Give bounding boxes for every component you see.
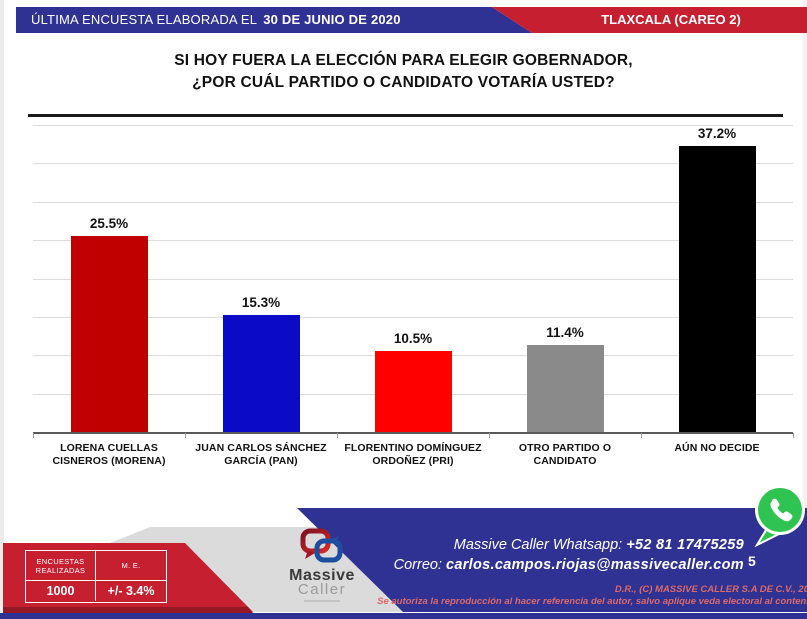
gridline bbox=[33, 125, 793, 126]
massive-caller-logo-icon bbox=[300, 528, 343, 563]
gridline bbox=[33, 201, 793, 203]
logo-tagline bbox=[304, 600, 340, 602]
gridline bbox=[33, 240, 793, 242]
email-line: Correo: carlos.campos.riojas@massivecall… bbox=[394, 555, 744, 575]
footer: ENCUESTAS REALIZADAS M. E. 1000 +/- 3.4% bbox=[0, 500, 807, 619]
whatsapp-label: Massive Caller Whatsapp: bbox=[453, 537, 623, 553]
bar-1 bbox=[70, 236, 148, 432]
gridline bbox=[33, 316, 793, 318]
title-underline bbox=[28, 114, 783, 117]
logo-name-bottom: Caller bbox=[297, 581, 347, 598]
sample-stats-table: ENCUESTAS REALIZADAS M. E. 1000 +/- 3.4% bbox=[25, 550, 167, 603]
legal-notice: D.R., (C) MASSIVE CALLER S.A DE C.V., 20… bbox=[289, 584, 807, 608]
email-address: carlos.campos.riojas@massivecaller.com bbox=[446, 557, 744, 573]
stats-header-encuestas: ENCUESTAS REALIZADAS bbox=[26, 551, 96, 581]
region-label: TLAXCALA (CAREO 2) bbox=[601, 12, 741, 27]
category-label: LORENA CUELLAS CISNEROS (MORENA) bbox=[52, 442, 166, 467]
header-blue-band bbox=[16, 7, 532, 33]
bar-4 bbox=[526, 344, 604, 432]
whatsapp-number: +52 81 17475259 bbox=[626, 537, 744, 553]
category-label: FLORENTINO DOMÍNGUEZ ORDOÑEZ (PRI) bbox=[344, 442, 482, 467]
chart-title-line1: SI HOY FUERA LA ELECCIÓN PARA ELEGIR GOB… bbox=[174, 52, 633, 69]
x-axis-line bbox=[33, 432, 793, 434]
x-axis-tick bbox=[337, 433, 338, 438]
bar-value-label: 25.5% bbox=[89, 216, 129, 232]
bar-3 bbox=[374, 351, 452, 432]
x-axis-tick bbox=[185, 433, 186, 438]
x-axis-tick bbox=[641, 433, 642, 438]
gridline bbox=[33, 278, 793, 280]
header-red-band bbox=[492, 7, 807, 33]
bar-5 bbox=[678, 146, 756, 432]
header-bar: ÚLTIMA ENCUESTA ELABORADA EL 30 DE JUNIO … bbox=[16, 7, 807, 33]
stats-value-margin-error: +/- 3.4% bbox=[107, 583, 155, 598]
bar-value-label: 10.5% bbox=[393, 331, 433, 347]
survey-date-label: ÚLTIMA ENCUESTA ELABORADA EL 30 DE JUNIO … bbox=[31, 7, 401, 33]
gridline bbox=[33, 163, 793, 165]
stats-value-sample-size: 1000 bbox=[26, 581, 96, 601]
massive-caller-logo: Massive Caller bbox=[262, 528, 382, 602]
bar-value-label: 15.3% bbox=[241, 294, 281, 310]
category-label: JUAN CARLOS SÁNCHEZ GARCÍA (PAN) bbox=[195, 442, 327, 467]
bar-value-label: 11.4% bbox=[546, 324, 584, 340]
right-edge-strip bbox=[803, 0, 807, 619]
chart-title-line2: ¿POR CUÁL PARTIDO O CANDIDATO VOTARÍA US… bbox=[192, 74, 615, 91]
x-axis-tick bbox=[793, 433, 794, 438]
category-label: AÚN NO DECIDE bbox=[674, 442, 760, 454]
whatsapp-line: Massive Caller Whatsapp: +52 81 17475259 bbox=[394, 535, 744, 555]
bar-2 bbox=[222, 314, 300, 432]
footer-bottom-strip bbox=[0, 613, 807, 619]
email-label: Correo: bbox=[393, 557, 442, 573]
survey-date-value: 30 DE JUNIO DE 2020 bbox=[263, 12, 401, 27]
page-number: 5 bbox=[748, 553, 756, 569]
x-axis-tick bbox=[33, 433, 34, 438]
logo-name-top: Massive bbox=[289, 567, 355, 584]
legal-line2: Se autoriza la reproducción al hacer ref… bbox=[377, 596, 807, 607]
survey-date-prefix: ÚLTIMA ENCUESTA ELABORADA EL bbox=[31, 12, 258, 27]
whatsapp-icon[interactable] bbox=[752, 484, 807, 550]
legal-line1: D.R., (C) MASSIVE CALLER S.A DE C.V., 20 bbox=[614, 584, 807, 595]
stats-header-me: M. E. bbox=[96, 551, 166, 581]
category-label: OTRO PARTIDO O CANDIDATO bbox=[518, 442, 612, 467]
footer-red-banner-shadow bbox=[3, 607, 253, 613]
left-edge-strip bbox=[0, 0, 4, 619]
bar-value-label: 37.2% bbox=[697, 126, 737, 142]
contact-block: Massive Caller Whatsapp: +52 81 17475259… bbox=[394, 535, 744, 575]
x-axis-tick bbox=[489, 433, 490, 438]
